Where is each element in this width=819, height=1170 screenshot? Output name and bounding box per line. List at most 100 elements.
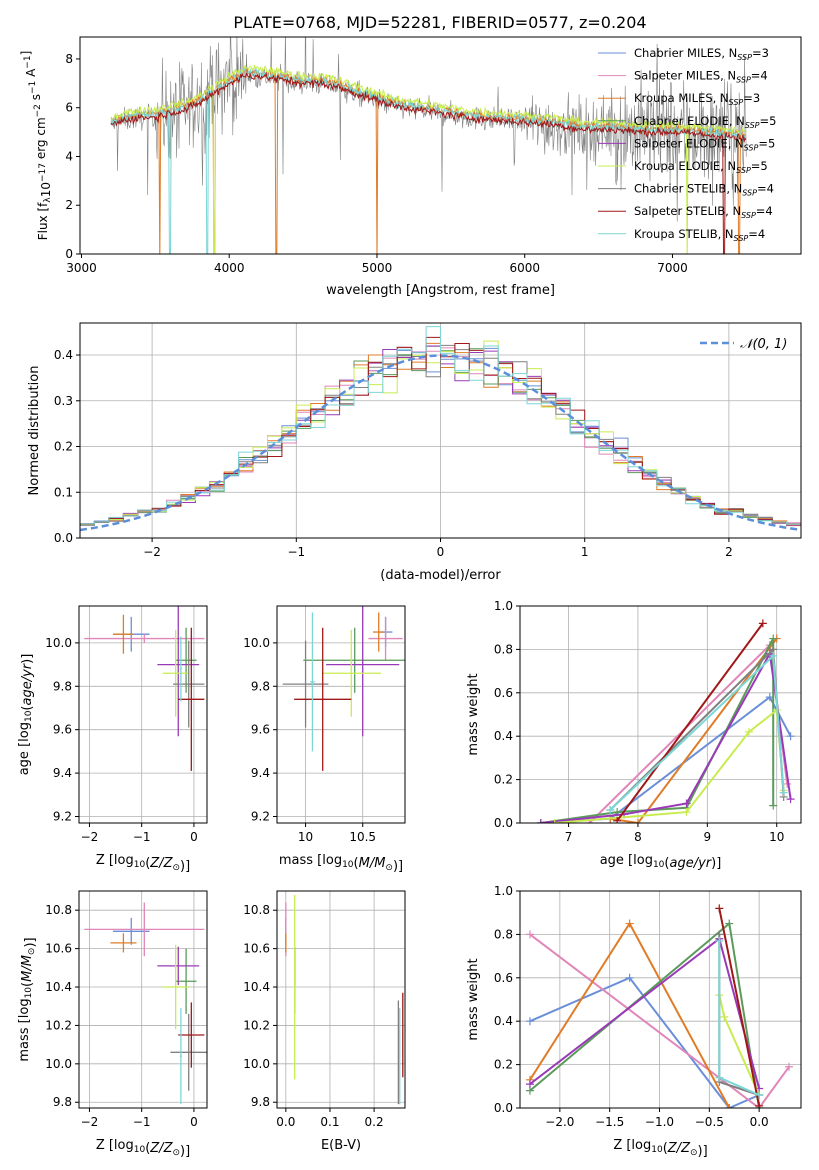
figure-title: PLATE=0768, MJD=52281, FIBERID=0577, z=0… [233,13,646,32]
x-tick-label: 2 [725,545,733,559]
axes-weight_vs_age: 7 8 9 10 0.0 0.2 0.4 0.6 0.8 1.0 mass weight age [l… [466,599,802,871]
legend-sub: SSP [742,189,757,198]
y-tick-label: 10.4 [45,980,72,994]
label-part: −17 [38,163,48,182]
y-tick-label: 0.3 [54,394,73,408]
marker-lime [744,727,753,736]
plot-area-spectrum [110,37,747,254]
x-axis-label: mass [log10(M/M⊙)] [279,853,403,874]
label-part: age [log [17,722,32,775]
y-tick-label: 0.4 [494,1014,513,1028]
x-axis-label: Z [log10(Z/Z⊙)] [96,1138,190,1159]
legend-entry-red: Salpeter STELIB, NSSP=4 [634,204,773,220]
label-part: )] [393,859,403,874]
x-tick-label: 0 [437,545,445,559]
label-part: 10 [39,182,53,197]
legend-label: Chabrier ELODIE, N [634,114,745,128]
marker-orange [625,919,634,928]
label-part: ⊙ [385,863,393,873]
label-part: 10 [653,860,665,870]
label-part: −1 [28,81,38,94]
y-tick-label: 9.6 [251,723,270,737]
y-tick-label: 0.2 [54,440,73,454]
y-tick-label: 10.0 [45,1057,72,1071]
y-tick-label: 0.4 [494,729,513,743]
marker-cyan [779,788,788,797]
y-tick-label: 9.6 [53,723,72,737]
label-part: −2 [33,104,43,117]
x-tick-label: 10 [298,830,313,844]
y-tick-label: 0.0 [494,1101,513,1115]
x-tick-label: −1 [287,545,305,559]
marker-cyan [769,651,778,660]
plot-area-age_vs_mass [282,606,405,771]
series-line-red [616,622,764,822]
legend-label: Chabrier STELIB, N [634,182,742,196]
axes-frame [78,890,208,1109]
marker-lime [682,808,691,817]
legend-entry-cyan: Kroupa STELIB, NSSP=4 [634,227,765,243]
legend-label: Kroupa STELIB, N [634,227,734,241]
label-part: )] [180,859,190,874]
y-tick-label: 0.2 [494,773,513,787]
label-part: −1 [23,55,33,68]
label-part: age/yr [669,856,712,871]
legend-sub: SSP [744,143,759,152]
x-tick-label: 10.5 [349,830,376,844]
y-axis-label: mass weight [466,673,481,755]
label-part: Z [log [613,1138,651,1153]
x-tick-label: 0 [190,830,198,844]
marker-cyan [715,1073,724,1082]
y-axis-label: Normed distribution [27,366,42,496]
label-part: ( [354,856,359,871]
plot-area-mass_vs_EBV [285,894,404,1105]
y-tick-label: 9.8 [53,679,72,693]
y-axis-label: mass [log10(M/M⊙)] [17,937,38,1061]
marker-purple [682,799,691,808]
y-tick-label: 10.4 [243,980,270,994]
marker-red [715,904,724,913]
series-line-blue [529,976,760,1108]
y-tick-label: 9.2 [251,809,270,823]
label-part: M/M [20,955,35,982]
label-part: Z [log [96,853,134,868]
y-axis-label: age [log10(age/yr)] [17,654,35,776]
y-tick-label: 0.4 [54,348,73,362]
axes-weight_vs_Z: −2.0 −1.5 −1.0 −0.5 0.0 0.0 0.2 0.4 0.6 0.8 1.0 mas… [466,884,802,1159]
x-tick-label: 10 [769,830,784,844]
marker-green [769,801,778,810]
marker-green [769,634,778,643]
plot-area-age_vs_Z [84,606,205,771]
y-tick-label: 0.6 [494,686,513,700]
label-part: 10 [24,710,34,722]
legend-sub: SSP [729,98,744,107]
marker-green [725,919,734,928]
marker-pink [785,1062,794,1071]
y-tick-label: 9.4 [251,766,270,780]
legend-sub: SSP [736,166,751,175]
legend-label: Chabrier MILES, N [634,46,737,60]
x-tick-label: −1 [133,830,151,844]
x-tick-label: 6000 [509,261,540,275]
label-part: ⊙ [172,863,180,873]
y-tick-label: 9.8 [251,1095,270,1109]
y-tick-label: 9.8 [251,679,270,693]
x-axis-label: Z [log10(Z/Z⊙)] [96,853,190,874]
label-part: 10 [651,1145,663,1155]
marker-lime [720,1012,729,1021]
label-part: )] [180,1144,190,1159]
label-part: Z/Z [149,856,173,871]
label-part: Z/Z [667,1141,691,1156]
x-tick-label: −2 [81,830,99,844]
series-line-red [718,908,761,1106]
legend-tail: =3 [743,91,760,105]
x-tick-label: −2 [143,545,161,559]
spectrum-model-red [110,71,747,254]
y-tick-label: 0.2 [494,1058,513,1072]
x-tick-label: −1.5 [595,1115,624,1129]
y-tick-label: 10.0 [243,636,270,650]
series-line-pink [529,933,790,1108]
x-tick-label: 0.0 [750,1115,769,1129]
y-tick-label: 2 [65,198,73,212]
